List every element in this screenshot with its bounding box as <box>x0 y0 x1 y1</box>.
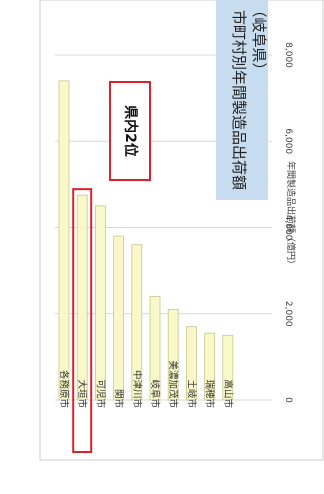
bar <box>204 332 216 401</box>
chart-subtitle: （岐阜県） <box>250 2 268 77</box>
category-label: 美濃加茂市 <box>167 360 179 408</box>
x-tick-labels: 0 2,000 4,000 6,000 8,000 <box>283 42 293 403</box>
category-label: 高山市 <box>222 379 234 408</box>
bar <box>185 326 197 401</box>
bar <box>76 194 88 401</box>
bar <box>95 205 106 401</box>
category-label: 各務原市 <box>58 370 70 409</box>
category-label: 瑞穂市 <box>204 379 216 408</box>
highlight-box <box>72 188 93 453</box>
category-label: 大垣市 <box>76 379 88 408</box>
title-background <box>216 0 268 200</box>
category-label: 可児市 <box>94 379 106 408</box>
x-tick-label: 4,000 <box>283 215 293 241</box>
category-label: 中津川市 <box>131 370 143 409</box>
bar <box>58 80 70 401</box>
annotation-text: 県内2位 <box>122 105 139 157</box>
bar <box>131 244 143 401</box>
chart-title: 市町村別年間製造品出荷額 <box>230 10 248 190</box>
bar <box>222 334 234 401</box>
bars <box>58 80 234 401</box>
category-label: 岐阜市 <box>149 379 161 408</box>
category-label: 土岐市 <box>185 379 197 408</box>
x-tick-label: 6,000 <box>283 128 293 154</box>
x-axis-label: 年間製造品出荷額（億円） <box>285 161 297 269</box>
bar <box>149 296 161 401</box>
x-tick-label: 0 <box>283 397 293 403</box>
category-label: 関市 <box>113 389 125 409</box>
x-tick-label: 2,000 <box>283 301 293 327</box>
annotation-box <box>109 81 151 181</box>
x-tick-label: 8,000 <box>283 42 293 68</box>
bar <box>113 235 124 401</box>
category-labels: 各務原市 大垣市 可児市 関市 中津川市 岐阜市 美濃加茂市 土岐市 瑞穂市 高山市 <box>58 360 234 408</box>
bar <box>167 309 179 401</box>
